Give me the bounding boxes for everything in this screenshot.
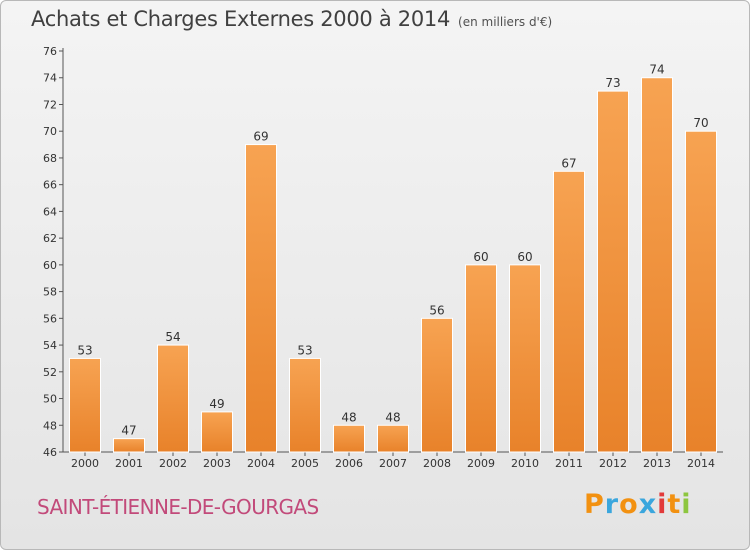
x-tick-label: 2004 [247, 457, 275, 470]
bar-value-label: 53 [77, 343, 92, 357]
chart-subtitle: (en milliers d'€) [458, 15, 553, 29]
bar-value-label: 74 [649, 63, 664, 77]
chart-bars: 53 47 54 49 69 53 48 48 56 60 60 67 73 74 70 [69, 63, 717, 453]
y-tick-label: 58 [43, 286, 57, 299]
logo-letter: i [681, 489, 692, 520]
x-tick-label: 2013 [643, 457, 671, 470]
bar [685, 130, 717, 453]
bar [289, 357, 321, 453]
bar-value-label: 73 [605, 76, 620, 90]
x-tick-label: 2001 [115, 457, 143, 470]
y-tick-label: 56 [43, 312, 57, 325]
x-tick-label: 2003 [203, 457, 231, 470]
y-tick-label: 66 [43, 179, 57, 192]
bar [641, 77, 673, 453]
y-tick-label: 54 [43, 339, 57, 352]
bar-value-label: 47 [121, 424, 136, 438]
y-tick-label: 76 [43, 45, 57, 58]
y-tick-label: 70 [43, 125, 57, 138]
bar [113, 438, 145, 453]
y-tick-label: 64 [43, 205, 57, 218]
x-tick-label: 2005 [291, 457, 319, 470]
bar [553, 170, 585, 453]
bar-value-label: 56 [429, 303, 444, 317]
bar-value-label: 69 [253, 130, 268, 144]
x-tick-label: 2009 [467, 457, 495, 470]
x-tick-label: 2010 [511, 457, 539, 470]
bar [245, 144, 277, 453]
x-tick-label: 2012 [599, 457, 627, 470]
bar [201, 411, 233, 453]
bar [421, 317, 453, 453]
bar-value-label: 49 [209, 397, 224, 411]
y-tick-label: 46 [43, 446, 57, 459]
y-tick-label: 48 [43, 419, 57, 432]
y-tick-label: 68 [43, 152, 57, 165]
logo-letter: i [657, 489, 668, 520]
x-tick-label: 2007 [379, 457, 407, 470]
location-name: SAINT-ÉTIENNE-DE-GOURGAS [37, 495, 319, 519]
bar-value-label: 53 [297, 343, 312, 357]
chart-title: Achats et Charges Externes 2000 à 2014 (e… [31, 7, 552, 31]
x-tick-label: 2008 [423, 457, 451, 470]
bar [597, 90, 629, 453]
proxiti-logo[interactable]: Proxiti [584, 489, 692, 520]
bar [333, 424, 365, 453]
bar-value-label: 67 [561, 156, 576, 170]
logo-letter: o [619, 489, 639, 520]
bar [377, 424, 409, 453]
x-tick-label: 2002 [159, 457, 187, 470]
bar [509, 264, 541, 453]
chart-title-text: Achats et Charges Externes 2000 à 2014 [31, 7, 451, 31]
bar-value-label: 48 [341, 410, 356, 424]
x-tick-label: 2011 [555, 457, 583, 470]
y-tick-label: 50 [43, 393, 57, 406]
bar [465, 264, 497, 453]
chart-axes: 46 48 50 52 54 56 58 60 62 64 66 68 70 72 74 76 2000 2001… [43, 45, 723, 470]
bar-value-label: 48 [385, 410, 400, 424]
bar-value-label: 70 [693, 116, 708, 130]
logo-letter: P [584, 489, 605, 520]
x-tick-label: 2000 [71, 457, 99, 470]
y-tick-label: 62 [43, 232, 57, 245]
bar-value-label: 60 [473, 250, 488, 264]
y-tick-label: 74 [43, 72, 57, 85]
bar-value-label: 60 [517, 250, 532, 264]
y-tick-label: 72 [43, 98, 57, 111]
bar [157, 344, 189, 453]
bar [69, 357, 101, 453]
x-tick-label: 2006 [335, 457, 363, 470]
logo-letter: t [667, 489, 682, 520]
y-tick-label: 52 [43, 366, 57, 379]
x-tick-label: 2014 [687, 457, 715, 470]
logo-letter: r [604, 489, 620, 520]
bar-value-label: 54 [165, 330, 180, 344]
y-tick-label: 60 [43, 259, 57, 272]
logo-letter: x [638, 489, 658, 520]
